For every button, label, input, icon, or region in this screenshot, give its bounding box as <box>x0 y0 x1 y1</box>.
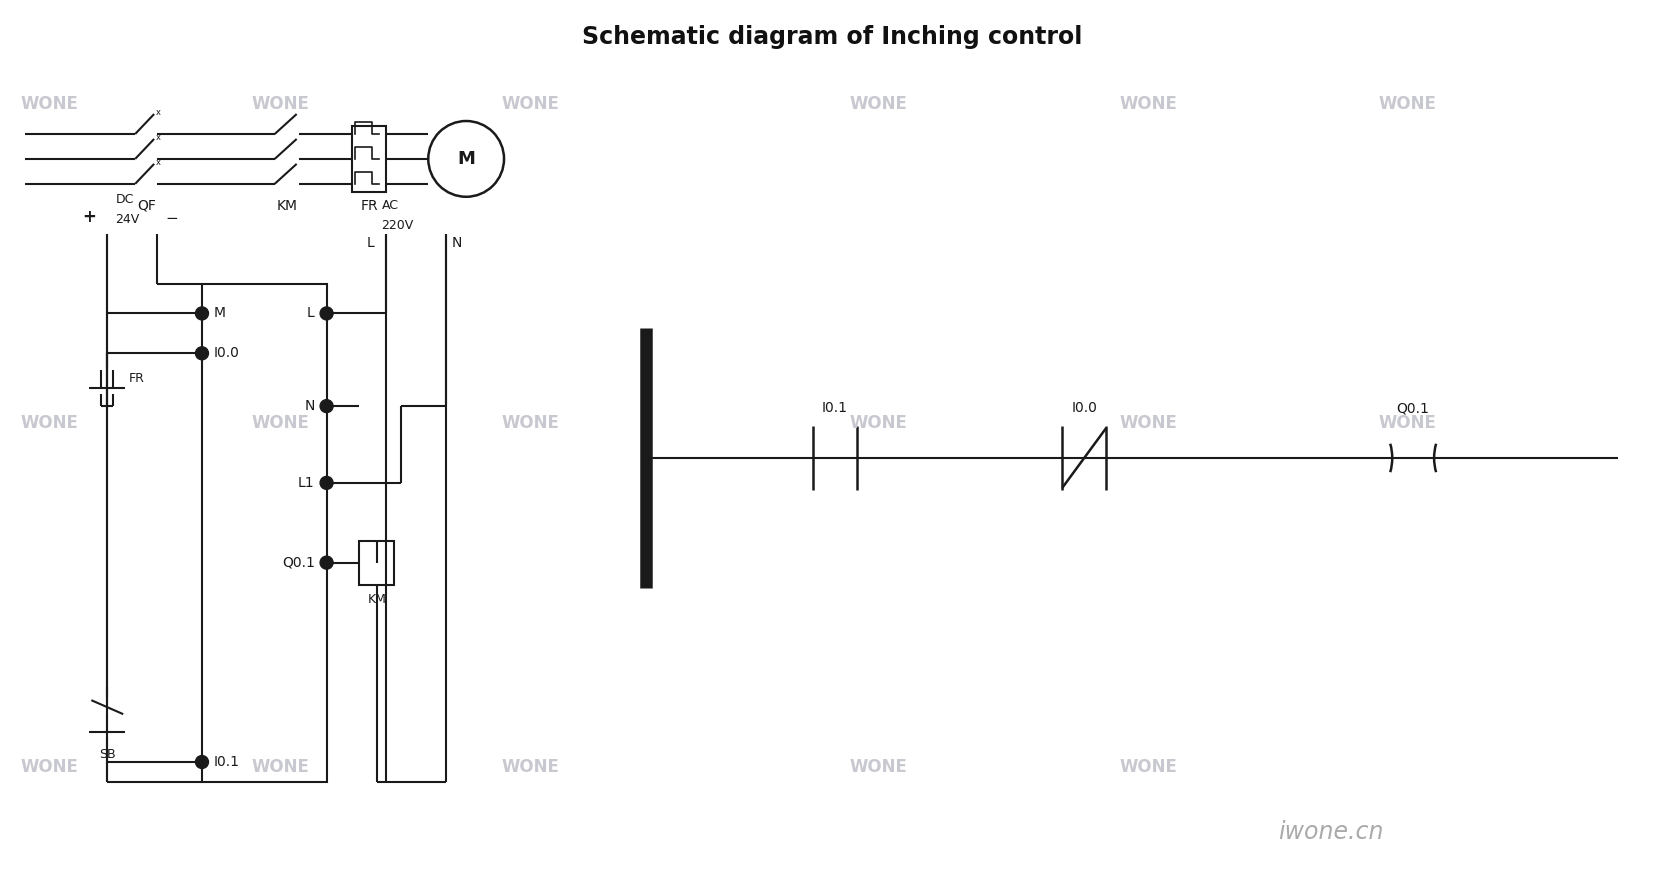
Text: WONE: WONE <box>501 758 559 776</box>
Text: L: L <box>366 235 374 250</box>
Circle shape <box>319 400 333 413</box>
Text: WONE: WONE <box>251 95 310 113</box>
Text: WONE: WONE <box>1378 95 1436 113</box>
Text: 220V: 220V <box>381 219 413 232</box>
Text: Q0.1: Q0.1 <box>281 556 314 569</box>
Text: SB: SB <box>98 748 115 760</box>
Circle shape <box>195 756 208 768</box>
Text: I0.1: I0.1 <box>213 755 240 769</box>
Text: Q0.1: Q0.1 <box>1396 401 1429 415</box>
Text: WONE: WONE <box>849 95 907 113</box>
Text: KM: KM <box>276 199 298 213</box>
Bar <box>359 541 394 584</box>
Text: WONE: WONE <box>1378 414 1436 432</box>
Circle shape <box>319 307 333 320</box>
Circle shape <box>195 347 208 360</box>
Text: −: − <box>165 210 178 226</box>
Text: L: L <box>306 306 314 321</box>
Text: 24V: 24V <box>115 213 140 226</box>
Text: x: x <box>156 108 161 117</box>
Text: iwone.cn: iwone.cn <box>1278 820 1383 844</box>
Text: L1: L1 <box>298 476 314 490</box>
Text: WONE: WONE <box>251 414 310 432</box>
Bar <box>351 126 386 192</box>
Text: x: x <box>156 158 161 167</box>
Text: x: x <box>156 133 161 142</box>
Text: WONE: WONE <box>1118 758 1176 776</box>
Text: WONE: WONE <box>20 414 78 432</box>
Text: +: + <box>82 208 97 226</box>
Text: WONE: WONE <box>1118 95 1176 113</box>
Text: WONE: WONE <box>849 758 907 776</box>
Text: N: N <box>305 399 314 413</box>
Text: N: N <box>451 235 461 250</box>
Text: M: M <box>213 306 226 321</box>
Text: WONE: WONE <box>20 95 78 113</box>
Text: WONE: WONE <box>501 414 559 432</box>
Text: I0.0: I0.0 <box>1070 401 1097 415</box>
Text: QF: QF <box>138 199 156 213</box>
Text: I0.0: I0.0 <box>213 346 240 361</box>
Text: WONE: WONE <box>1118 414 1176 432</box>
Text: DC: DC <box>115 193 133 206</box>
Text: FR: FR <box>359 199 378 213</box>
Text: KM: KM <box>368 593 386 606</box>
Text: AC: AC <box>381 199 398 212</box>
Circle shape <box>319 476 333 489</box>
Text: M: M <box>458 150 474 168</box>
Text: FR: FR <box>130 372 145 385</box>
Circle shape <box>319 556 333 569</box>
Circle shape <box>195 307 208 320</box>
Bar <box>201 283 326 782</box>
Text: WONE: WONE <box>501 95 559 113</box>
Text: WONE: WONE <box>20 758 78 776</box>
Text: I0.1: I0.1 <box>822 401 847 415</box>
Text: WONE: WONE <box>849 414 907 432</box>
Text: WONE: WONE <box>251 758 310 776</box>
Text: Schematic diagram of Inching control: Schematic diagram of Inching control <box>582 25 1082 49</box>
